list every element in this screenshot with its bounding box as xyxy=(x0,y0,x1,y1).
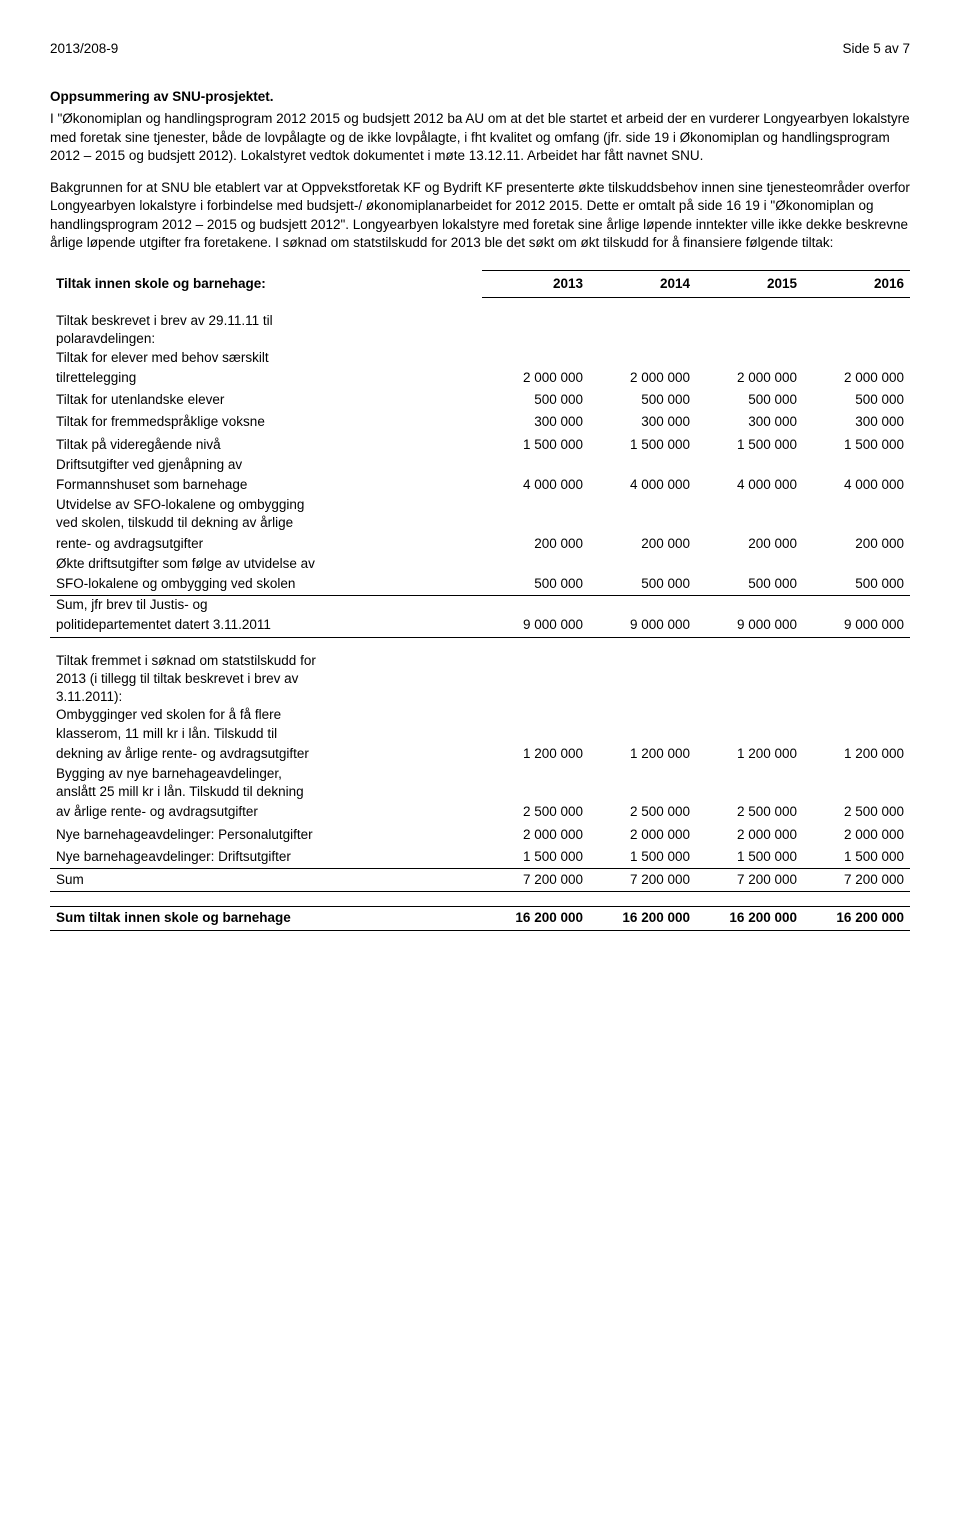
sum-row: politidepartementet datert 3.11.2011 9 0… xyxy=(50,614,910,637)
table-row: Tiltak for utenlandske elever 500 000 50… xyxy=(50,389,910,411)
page-number: Side 5 av 7 xyxy=(842,40,910,58)
intro-row: 2013 (i tillegg til tiltak beskrevet i b… xyxy=(50,670,910,688)
year-col: 2015 xyxy=(696,270,803,297)
year-header-row: Tiltak innen skole og barnehage: 2013 20… xyxy=(50,270,910,297)
section-heading: Oppsummering av SNU-prosjektet. xyxy=(50,88,910,106)
table-row: Økte driftsutgifter som følge av utvidel… xyxy=(50,555,910,573)
table-row: av årlige rente- og avdragsutgifter 2 50… xyxy=(50,801,910,823)
intro-row: polaravdelingen: xyxy=(50,330,910,348)
table-row: Tiltak for elever med behov særskilt xyxy=(50,349,910,367)
table-row: SFO-lokalene og ombygging ved skolen 500… xyxy=(50,573,910,596)
year-col: 2014 xyxy=(589,270,696,297)
page-header: 2013/208-9 Side 5 av 7 xyxy=(50,40,910,58)
intro-row: 3.11.2011): xyxy=(50,688,910,706)
table-row: anslått 25 mill kr i lån. Tilskudd til d… xyxy=(50,783,910,801)
table-row: Nye barnehageavdelinger: Driftsutgifter … xyxy=(50,846,910,869)
sum-row: Sum, jfr brev til Justis- og xyxy=(50,596,910,615)
table-row: klasserom, 11 mill kr i lån. Tilskudd ti… xyxy=(50,725,910,743)
table-row: Driftsutgifter ved gjenåpning av xyxy=(50,456,910,474)
table-heading: Tiltak innen skole og barnehage: xyxy=(50,270,482,297)
budget-table: Tiltak innen skole og barnehage: 2013 20… xyxy=(50,270,910,931)
table-row: Nye barnehageavdelinger: Personalutgifte… xyxy=(50,824,910,846)
paragraph-1: I "Økonomiplan og handlingsprogram 2012 … xyxy=(50,110,910,165)
table-row: Utvidelse av SFO-lokalene og ombygging xyxy=(50,496,910,514)
intro-row: Tiltak fremmet i søknad om statstilskudd… xyxy=(50,652,910,670)
table-row: Tiltak på videregående nivå 1 500 000 1 … xyxy=(50,434,910,456)
table-row: Bygging av nye barnehageavdelinger, xyxy=(50,765,910,783)
table-row: Ombygginger ved skolen for å få flere xyxy=(50,706,910,724)
table-row: tilrettelegging 2 000 000 2 000 000 2 00… xyxy=(50,367,910,389)
table-row: rente- og avdragsutgifter 200 000 200 00… xyxy=(50,533,910,555)
table-row: ved skolen, tilskudd til dekning av årli… xyxy=(50,514,910,532)
paragraph-2: Bakgrunnen for at SNU ble etablert var a… xyxy=(50,179,910,252)
grand-total-row: Sum tiltak innen skole og barnehage 16 2… xyxy=(50,907,910,930)
intro-row: Tiltak beskrevet i brev av 29.11.11 til xyxy=(50,312,910,330)
table-row: Tiltak for fremmedspråklige voksne 300 0… xyxy=(50,411,910,433)
sum-row: Sum 7 200 000 7 200 000 7 200 000 7 200 … xyxy=(50,869,910,892)
year-col: 2016 xyxy=(803,270,910,297)
table-row: Formannshuset som barnehage 4 000 000 4 … xyxy=(50,474,910,496)
table-row: dekning av årlige rente- og avdragsutgif… xyxy=(50,743,910,765)
case-number: 2013/208-9 xyxy=(50,40,118,58)
year-col: 2013 xyxy=(482,270,589,297)
